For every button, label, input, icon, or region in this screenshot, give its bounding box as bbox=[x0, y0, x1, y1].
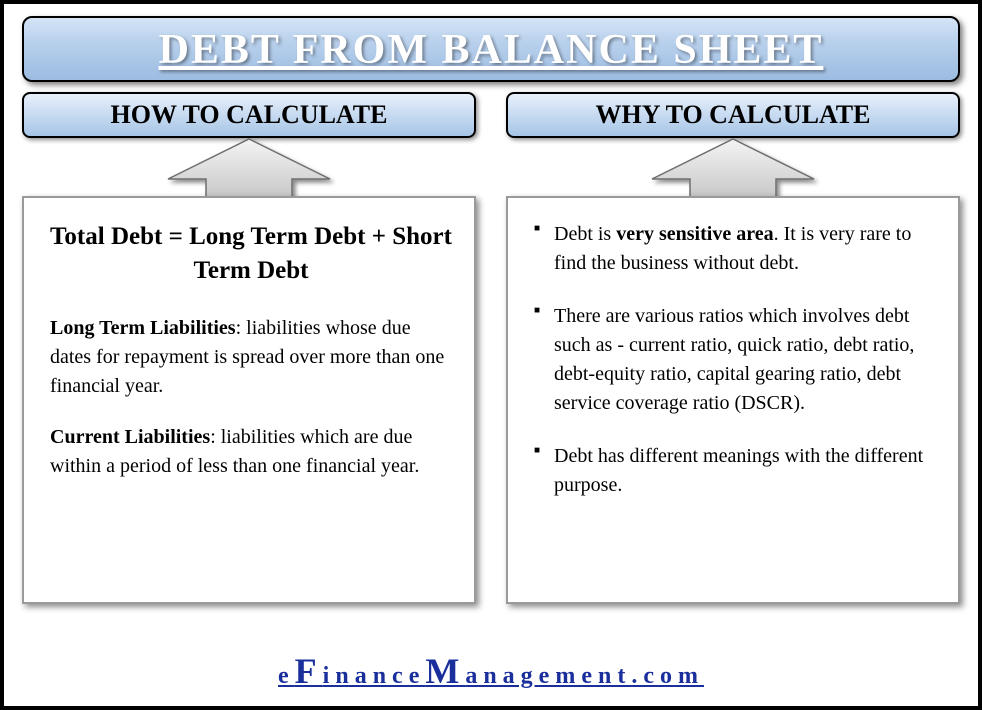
bullet-bold: very sensitive area bbox=[616, 223, 773, 245]
definition-label: Current Liabilities bbox=[50, 426, 210, 448]
up-arrow-right bbox=[506, 135, 960, 199]
up-arrow-left bbox=[22, 135, 476, 199]
right-card: Debt is very sensitive area. It is very … bbox=[506, 196, 960, 604]
wm-seg-big: F bbox=[295, 651, 323, 691]
bullet-pre: Debt is bbox=[554, 223, 616, 245]
list-item: There are various ratios which involves … bbox=[554, 302, 936, 418]
left-heading-banner: HOW TO CALCULATE bbox=[22, 92, 476, 138]
left-column: HOW TO CALCULATE bbox=[22, 92, 476, 604]
title-banner: DEBT FROM BALANCE SHEET bbox=[22, 16, 960, 82]
wm-seg: e bbox=[278, 663, 295, 689]
watermark: eFinanceManagement.com bbox=[4, 650, 978, 692]
page-title: DEBT FROM BALANCE SHEET bbox=[24, 26, 958, 74]
list-item: Debt has different meanings with the dif… bbox=[554, 442, 936, 500]
bullet-pre: There are various ratios which involves … bbox=[554, 305, 914, 414]
bullet-list: Debt is very sensitive area. It is very … bbox=[534, 220, 936, 500]
left-card: Total Debt = Long Term Debt + Short Term… bbox=[22, 196, 476, 604]
right-heading-banner: WHY TO CALCULATE bbox=[506, 92, 960, 138]
definition-long-term: Long Term Liabilities: liabilities whose… bbox=[50, 314, 452, 401]
bullet-pre: Debt has different meanings with the dif… bbox=[554, 445, 923, 496]
formula-text: Total Debt = Long Term Debt + Short Term… bbox=[50, 220, 452, 288]
right-column: WHY TO CALCULATE bbox=[506, 92, 960, 604]
infographic-frame: DEBT FROM BALANCE SHEET HOW TO CALCULATE bbox=[0, 0, 982, 710]
wm-seg-big: M bbox=[425, 651, 465, 691]
columns-container: HOW TO CALCULATE bbox=[22, 92, 960, 604]
wm-seg: anagement.com bbox=[465, 663, 704, 689]
definition-label: Long Term Liabilities bbox=[50, 317, 236, 339]
left-heading: HOW TO CALCULATE bbox=[24, 100, 474, 130]
definition-current: Current Liabilities: liabilities which a… bbox=[50, 423, 452, 481]
list-item: Debt is very sensitive area. It is very … bbox=[554, 220, 936, 278]
wm-seg: inance bbox=[323, 663, 426, 689]
right-heading: WHY TO CALCULATE bbox=[508, 100, 958, 130]
